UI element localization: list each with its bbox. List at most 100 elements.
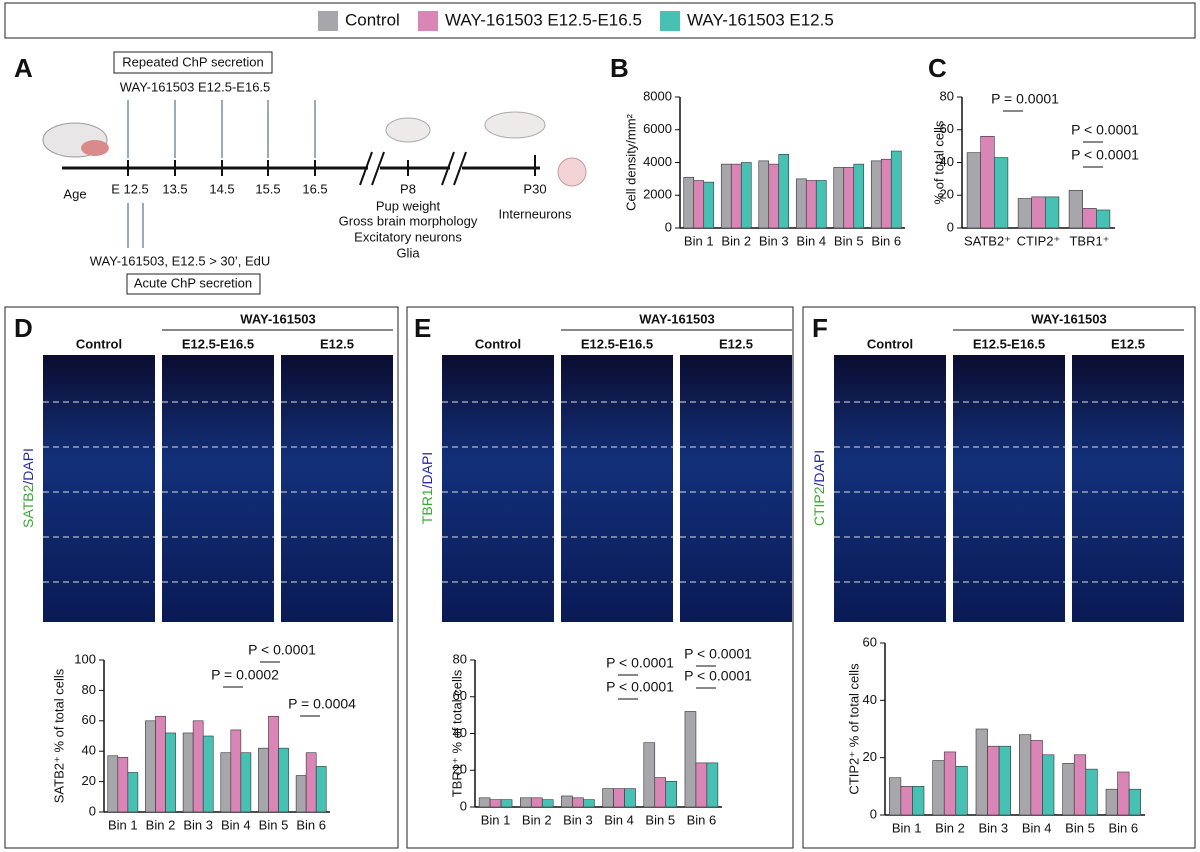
bar xyxy=(230,729,242,813)
bar xyxy=(107,755,119,813)
bar xyxy=(805,180,817,229)
bar xyxy=(519,797,532,808)
bar xyxy=(889,777,902,816)
column-label: Control xyxy=(76,336,122,351)
bar xyxy=(240,752,252,813)
bar xyxy=(315,766,327,813)
timepoint: 15.5 xyxy=(255,181,280,196)
bar xyxy=(693,180,705,229)
bar xyxy=(1117,771,1130,816)
column-label: Control xyxy=(867,336,913,351)
bar xyxy=(1019,734,1032,816)
label: WAY-161503, E12.5 > 30’, EdU xyxy=(90,253,271,268)
x-tick-label: Bin 3 xyxy=(979,820,1009,835)
bar xyxy=(683,176,695,229)
y-tick-label: 20 xyxy=(453,762,467,777)
bar xyxy=(730,163,742,229)
y-tick-label: 80 xyxy=(82,682,96,697)
y-tick-label: 40 xyxy=(453,725,467,740)
micrograph xyxy=(281,355,393,622)
stain: /DAPI xyxy=(20,448,36,485)
micrograph xyxy=(834,355,946,622)
bar xyxy=(489,799,502,808)
column-label: E12.5 xyxy=(1111,336,1145,351)
panel-box xyxy=(4,306,399,849)
x-tick-label: CTIP2⁺ xyxy=(1017,233,1061,248)
bar xyxy=(182,732,194,813)
x-tick-label: Bin 6 xyxy=(1109,820,1139,835)
x-tick-label: Bin 4 xyxy=(796,233,826,248)
bar xyxy=(1096,209,1111,229)
column-label: E12.5-E16.5 xyxy=(581,336,653,351)
bar xyxy=(912,786,925,816)
annotation: P < 0.0001 xyxy=(684,668,752,684)
bar xyxy=(987,745,1000,816)
annotation: P = 0.0004 xyxy=(288,696,356,712)
group-label: WAY-161503 xyxy=(639,311,714,326)
bar xyxy=(561,795,573,808)
y-axis-title: Cell density/mm² xyxy=(623,113,638,210)
y-tick-label: 0 xyxy=(947,219,954,234)
x-tick-label: Bin 4 xyxy=(221,817,251,832)
bar xyxy=(1042,754,1055,816)
readout: Interneurons xyxy=(499,206,572,221)
group-label: WAY-161503 xyxy=(240,311,315,326)
break xyxy=(359,151,467,186)
y-tick-label: 20 xyxy=(863,749,877,764)
y-tick-label: 60 xyxy=(863,634,877,649)
bar xyxy=(500,799,513,808)
panel-label: B xyxy=(610,53,629,83)
y-tick-label: 0 xyxy=(89,803,96,818)
bar xyxy=(1062,763,1075,816)
legend-swatch xyxy=(418,11,438,31)
bar xyxy=(624,788,636,808)
bar xyxy=(654,777,667,808)
bar xyxy=(1045,196,1060,229)
bar xyxy=(703,181,715,229)
bar xyxy=(684,711,697,808)
box xyxy=(113,51,273,74)
bar xyxy=(695,762,708,808)
legend-label: WAY-161503 E12.5 xyxy=(687,10,834,29)
y-tick-label: 6000 xyxy=(643,121,672,136)
annotation: P = 0.0002 xyxy=(211,667,279,683)
panel-a: Repeated ChP secretion WAY-161503 E12.5-… xyxy=(42,51,587,295)
bar xyxy=(258,747,269,813)
timepoint: Age xyxy=(63,186,86,201)
bar xyxy=(295,775,307,813)
x-tick-label: Bin 4 xyxy=(604,812,634,827)
annotation: P < 0.0001 xyxy=(1071,122,1139,138)
x-tick-label: Bin 6 xyxy=(296,817,326,832)
x-tick-label: Bin 5 xyxy=(1065,820,1095,835)
bar xyxy=(530,797,543,808)
bar xyxy=(768,163,780,229)
bar xyxy=(720,163,732,229)
y-tick-label: 20 xyxy=(82,773,96,788)
bar xyxy=(880,158,892,229)
bar xyxy=(202,735,214,813)
bar xyxy=(1068,190,1083,229)
stain: /DAPI xyxy=(811,450,827,487)
bar xyxy=(1085,768,1098,816)
x-tick-label: Bin 3 xyxy=(183,817,213,832)
y-tick-label: 60 xyxy=(940,121,954,136)
bar xyxy=(665,780,678,808)
x-tick-label: TBR1⁺ xyxy=(1069,233,1109,248)
micrograph xyxy=(1072,355,1184,622)
timepoint: 13.5 xyxy=(162,181,187,196)
bar xyxy=(583,799,595,808)
bar xyxy=(870,160,882,229)
bar xyxy=(815,180,827,229)
x-tick-label: Bin 2 xyxy=(522,812,552,827)
bar xyxy=(643,742,656,808)
annotation: P < 0.0001 xyxy=(248,642,316,658)
bar xyxy=(706,762,719,808)
syringes xyxy=(127,100,316,248)
x-tick-label: Bin 4 xyxy=(1022,820,1052,835)
y-tick-label: 40 xyxy=(940,154,954,169)
readout: Excitatory neurons xyxy=(354,229,462,244)
annotation: P < 0.0001 xyxy=(606,655,674,671)
bar xyxy=(740,162,752,229)
timepoint: E 12.5 xyxy=(111,181,149,196)
